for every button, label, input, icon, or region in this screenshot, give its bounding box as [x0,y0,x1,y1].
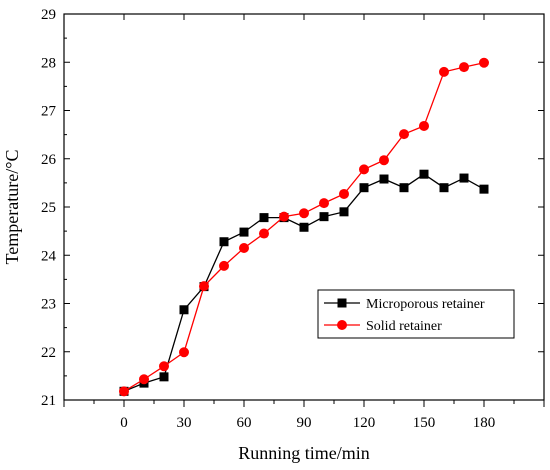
data-point [379,155,389,166]
data-point [219,237,229,247]
legend-marker [337,320,347,330]
x-axis-title: Running time/min [238,443,370,463]
series-1 [119,169,489,396]
data-point [479,184,489,194]
y-tick-label: 26 [41,152,57,168]
series-2 [119,57,489,397]
data-point [419,169,429,179]
legend-label: Microporous retainer [366,297,485,312]
data-point [179,347,189,358]
y-tick-label: 21 [41,393,56,409]
data-point [439,183,449,193]
data-point [159,372,169,382]
data-point [379,174,389,184]
data-point [359,164,369,175]
data-point [319,198,329,209]
data-point [399,129,409,140]
legend: Microporous retainer Solid retainer [317,289,515,339]
data-point [239,243,249,254]
x-tick-label: 150 [413,415,436,431]
data-point [419,120,429,131]
data-point [439,66,449,77]
data-point [259,228,269,239]
data-point [459,62,469,73]
legend-marker [337,298,347,308]
legend-box [317,289,515,339]
y-tick-label: 25 [41,200,56,216]
data-point [259,213,269,223]
x-tick-label: 180 [473,415,496,431]
plot-frame [63,13,545,401]
y-tick-label: 28 [41,55,56,71]
data-point [219,260,229,271]
data-point [159,361,169,372]
x-tick-label: 120 [353,415,376,431]
series-line [123,173,485,392]
data-point [179,305,189,315]
y-tick-label: 24 [41,248,57,264]
x-tick-label: 0 [120,415,128,431]
data-point [199,281,209,292]
series-layer [119,57,489,397]
y-tick-label: 27 [41,104,57,120]
x-tick-label: 30 [177,415,192,431]
data-point [299,208,309,219]
data-point [359,183,369,193]
data-point [279,211,289,222]
data-point [239,227,249,237]
data-point [299,222,309,232]
axes: 21 22 23 24 25 26 27 28 29 0 30 60 90 120 150 180 [41,7,545,431]
data-point [479,57,489,68]
y-tick-label: 29 [41,7,56,23]
data-point [119,386,129,397]
y-tick-label: 23 [41,297,56,313]
y-tick-label: 22 [41,345,56,361]
data-point [339,188,349,199]
x-tick-label: 60 [237,415,252,431]
data-point [319,212,329,222]
data-point [459,173,469,183]
data-point [139,374,149,385]
y-axis-title: Temperature/°C [2,150,22,265]
data-point [339,207,349,217]
legend-label: Solid retainer [366,319,442,334]
x-tick-label: 90 [297,415,312,431]
data-point [399,183,409,193]
